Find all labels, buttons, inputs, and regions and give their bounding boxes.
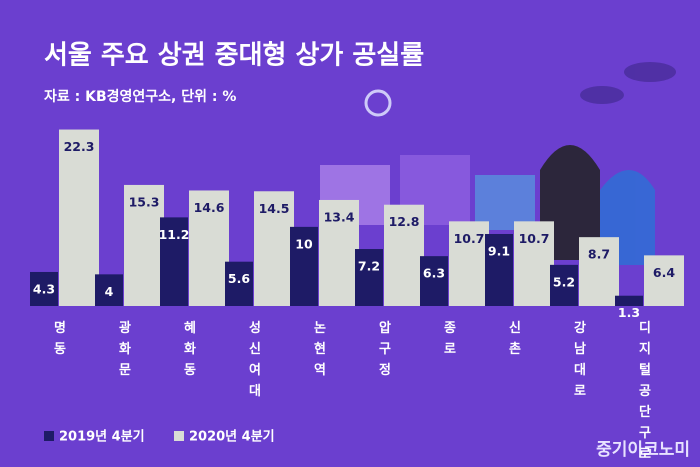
value-label: 13.4	[324, 209, 355, 224]
source: 중기이코노미	[596, 440, 690, 460]
bar	[449, 221, 489, 306]
value-label: 4.3	[33, 281, 55, 296]
bar	[59, 129, 99, 306]
value-label: 5.2	[553, 274, 575, 289]
value-label: 6.4	[653, 265, 675, 280]
legend-swatch	[44, 431, 54, 441]
bar	[615, 295, 643, 306]
value-label: 12.8	[389, 214, 420, 229]
bar	[124, 184, 164, 306]
legend-label: 2019년 4분기	[59, 430, 145, 445]
value-label: 10.7	[454, 231, 485, 246]
bar	[225, 261, 253, 306]
bar	[579, 237, 619, 306]
bar	[319, 199, 359, 306]
x-tick-label: 성신여대	[249, 321, 261, 399]
bar	[485, 233, 513, 306]
bar	[254, 191, 294, 306]
chart-title: 서울 주요 상권 중대형 상가 공실률	[44, 41, 424, 71]
value-label: 5.6	[228, 271, 250, 286]
value-label: 10	[295, 236, 313, 251]
chart-subtitle: 자료 : KB경영연구소, 단위 : %	[44, 88, 236, 105]
legend-label: 2020년 4분기	[189, 430, 275, 445]
value-label: 22.3	[64, 139, 95, 154]
bar	[644, 255, 684, 306]
value-label: 6.3	[423, 266, 445, 281]
bar	[550, 264, 578, 306]
x-tick-label: 광화문	[119, 321, 131, 378]
value-label: 7.2	[358, 259, 380, 274]
value-label: 14.5	[259, 201, 290, 216]
x-tick-label: 압구정	[379, 321, 391, 378]
value-label: 11.2	[159, 227, 190, 242]
x-tick-label: 논현역	[314, 321, 326, 378]
x-tick-label: 신촌	[509, 321, 521, 357]
x-tick-label: 명동	[54, 321, 66, 357]
bar	[30, 271, 58, 306]
bar	[355, 249, 383, 306]
value-label: 14.6	[194, 200, 225, 215]
x-tick-label: 혜화동	[184, 321, 196, 378]
x-tick-label: 디지털공단 구로	[639, 321, 651, 462]
x-tick-label: 강남대로	[574, 321, 586, 399]
value-label: 8.7	[588, 247, 610, 262]
x-tick-label: 종로	[444, 321, 456, 357]
bar	[160, 217, 188, 306]
bar	[420, 256, 448, 306]
value-label: 15.3	[129, 194, 160, 209]
value-label: 9.1	[488, 243, 510, 258]
value-label: 4	[105, 284, 114, 299]
bar	[189, 190, 229, 306]
bar	[95, 274, 123, 306]
value-label: 1.3	[618, 305, 640, 320]
value-label: 10.7	[519, 231, 550, 246]
bar	[384, 204, 424, 306]
legend-swatch	[174, 431, 184, 441]
bar	[290, 226, 318, 306]
bar	[514, 221, 554, 306]
